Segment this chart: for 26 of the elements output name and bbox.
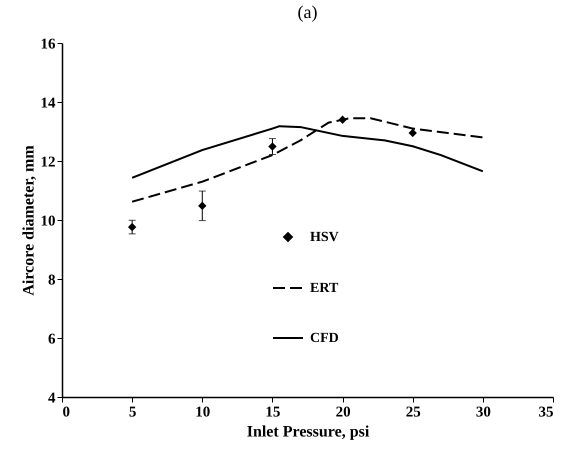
point bbox=[268, 142, 277, 151]
y-tick-label: 8 bbox=[48, 272, 56, 288]
y-tick-label: 4 bbox=[48, 390, 56, 406]
point bbox=[128, 222, 136, 232]
x-axis-title: Inlet Pressure, psi bbox=[246, 424, 370, 440]
x-tick-label: 0 bbox=[62, 404, 70, 420]
legend-label: HSV bbox=[310, 230, 339, 245]
x-tick-label: 30 bbox=[476, 404, 491, 420]
legend-label: ERT bbox=[310, 281, 339, 296]
point bbox=[198, 202, 206, 210]
line-series bbox=[131, 117, 484, 203]
x-tick-label: 15 bbox=[265, 404, 280, 420]
x-tick-label: 25 bbox=[406, 404, 421, 420]
x-tick-label: 20 bbox=[336, 404, 351, 420]
x-tick-label: 5 bbox=[128, 404, 136, 420]
legend-label: CFD bbox=[310, 331, 339, 346]
y-tick-label: 16 bbox=[40, 36, 56, 52]
x-tick-label: 10 bbox=[195, 404, 210, 420]
chart-title: (a) bbox=[298, 2, 318, 22]
y-tick-label: 12 bbox=[40, 154, 56, 170]
x-tick-label: 35 bbox=[538, 404, 554, 420]
point bbox=[408, 128, 417, 138]
y-tick-label: 10 bbox=[40, 214, 56, 230]
y-tick-label: 6 bbox=[48, 332, 56, 348]
y-axis-title: Aircore diameter, mm bbox=[20, 144, 38, 296]
y-tick-label: 14 bbox=[40, 96, 56, 112]
